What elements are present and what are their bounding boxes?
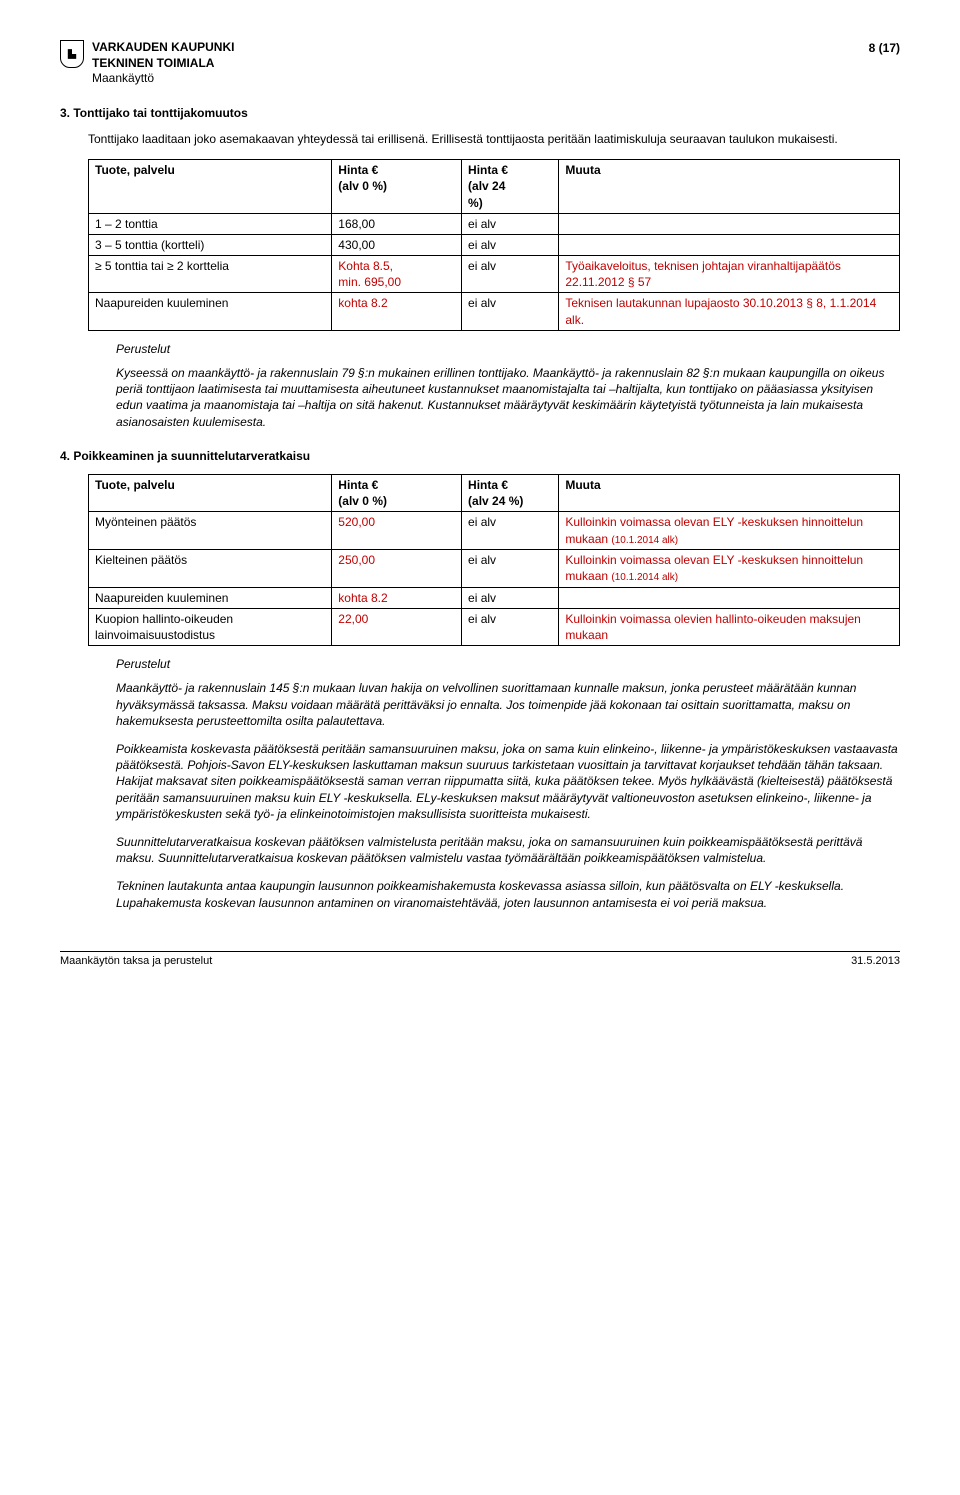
cell: ei alv [462,512,559,550]
cell-small: (10.1.2014 alk) [611,535,678,546]
cell: Myönteinen päätös [89,512,332,550]
th-price24: Hinta € (alv 24 %) [462,474,559,511]
cell: Työaikaveloitus, teknisen johtajan viran… [559,256,900,293]
section-3-intro: Tonttijako laaditaan joko asemakaavan yh… [88,131,900,147]
cell: Kohta 8.5, min. 695,00 [332,256,462,293]
header-left: VARKAUDEN KAUPUNKI TEKNINEN TOIMIALA Maa… [60,40,234,87]
cell: ei alv [462,550,559,588]
unit-name: Maankäyttö [92,71,234,87]
cell-small: (10.1.2014 alk) [611,572,678,583]
table-header-row: Tuote, palvelu Hinta € (alv 0 %) Hinta €… [89,160,900,214]
cell: kohta 8.2 [332,587,462,608]
cell [559,234,900,255]
table-poikkeaminen: Tuote, palvelu Hinta € (alv 0 %) Hinta €… [88,474,900,646]
table-header-row: Tuote, palvelu Hinta € (alv 0 %) Hinta €… [89,474,900,511]
cell: ≥ 5 tonttia tai ≥ 2 korttelia [89,256,332,293]
th-other: Muuta [559,474,900,511]
table-row: Naapureiden kuuleminen kohta 8.2 ei alv … [89,293,900,330]
table-row: Naapureiden kuuleminen kohta 8.2 ei alv [89,587,900,608]
th-price24: Hinta € (alv 24 %) [462,160,559,214]
section-4-p2: Poikkeamista koskevasta päätöksestä peri… [116,741,900,822]
section-3-title: 3. Tonttijako tai tonttijakomuutos [60,105,900,121]
cell: 168,00 [332,213,462,234]
section-4-title: 4. Poikkeaminen ja suunnittelutarveratka… [60,448,900,464]
cell [559,587,900,608]
cell: Naapureiden kuuleminen [89,587,332,608]
table-row: 3 – 5 tonttia (kortteli) 430,00 ei alv [89,234,900,255]
cell: 3 – 5 tonttia (kortteli) [89,234,332,255]
section-4-p3: Suunnittelutarveratkaisua koskevan päätö… [116,834,900,866]
table-row: Kielteinen päätös 250,00 ei alv Kulloink… [89,550,900,588]
page-header: VARKAUDEN KAUPUNKI TEKNINEN TOIMIALA Maa… [60,40,900,87]
cell: Kuopion hallinto-oikeuden lainvoimaisuus… [89,608,332,645]
perustelut-label: Perustelut [116,341,900,357]
cell: kohta 8.2 [332,293,462,330]
table-tonttijako: Tuote, palvelu Hinta € (alv 0 %) Hinta €… [88,159,900,331]
table-row: Kuopion hallinto-oikeuden lainvoimaisuus… [89,608,900,645]
th-other: Muuta [559,160,900,214]
cell: ei alv [462,234,559,255]
section-4-p1: Maankäyttö- ja rakennuslain 145 §:n muka… [116,680,900,729]
th-price0: Hinta € (alv 0 %) [332,474,462,511]
th-product: Tuote, palvelu [89,474,332,511]
dept-name: TEKNINEN TOIMIALA [92,56,234,72]
cell: ei alv [462,608,559,645]
cell: 1 – 2 tonttia [89,213,332,234]
cell: 520,00 [332,512,462,550]
page-footer: Maankäytön taksa ja perustelut 31.5.2013 [60,951,900,969]
header-text: VARKAUDEN KAUPUNKI TEKNINEN TOIMIALA Maa… [92,40,234,87]
table-row: Myönteinen päätös 520,00 ei alv Kulloink… [89,512,900,550]
cell: 22,00 [332,608,462,645]
cell: Kielteinen päätös [89,550,332,588]
th-price0: Hinta € (alv 0 %) [332,160,462,214]
table-row: ≥ 5 tonttia tai ≥ 2 korttelia Kohta 8.5,… [89,256,900,293]
cell: ei alv [462,293,559,330]
cell: ei alv [462,587,559,608]
section-3-explain: Kyseessä on maankäyttö- ja rakennuslain … [116,365,900,430]
cell: Teknisen lautakunnan lupajaosto 30.10.20… [559,293,900,330]
section-4-p4: Tekninen lautakunta antaa kaupungin laus… [116,878,900,910]
city-crest-icon [60,40,84,68]
footer-right: 31.5.2013 [851,954,900,969]
cell: ei alv [462,213,559,234]
cell: 430,00 [332,234,462,255]
perustelut-label-4: Perustelut [116,656,900,672]
cell: Naapureiden kuuleminen [89,293,332,330]
org-name: VARKAUDEN KAUPUNKI [92,40,234,56]
cell: Kulloinkin voimassa olevan ELY -keskukse… [559,512,900,550]
cell: Kulloinkin voimassa olevan ELY -keskukse… [559,550,900,588]
cell [559,213,900,234]
page-number: 8 (17) [869,40,900,87]
cell: 250,00 [332,550,462,588]
footer-left: Maankäytön taksa ja perustelut [60,954,212,969]
cell: ei alv [462,256,559,293]
cell: Kulloinkin voimassa olevien hallinto-oik… [559,608,900,645]
table-row: 1 – 2 tonttia 168,00 ei alv [89,213,900,234]
th-product: Tuote, palvelu [89,160,332,214]
